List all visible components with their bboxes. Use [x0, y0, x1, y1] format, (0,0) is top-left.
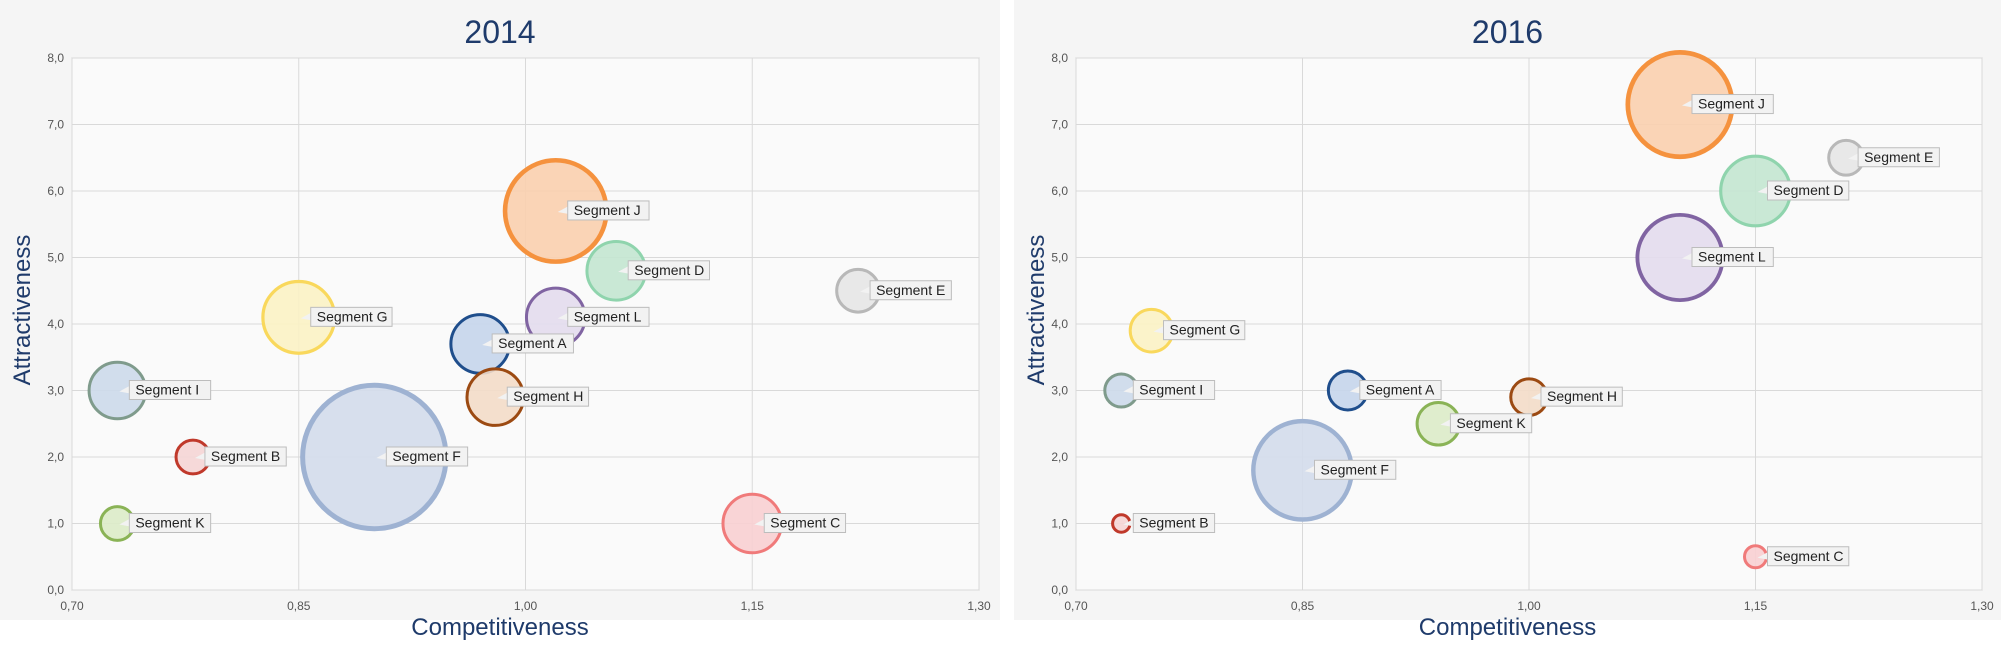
bubble-label-text: Segment H [513, 388, 583, 404]
y-tick-label: 2,0 [47, 450, 64, 464]
y-axis-title: Attractiveness [9, 234, 36, 386]
bubble-label-text: Segment K [135, 515, 205, 531]
bubble-label-segment-e: Segment E [860, 280, 952, 301]
bubble-label-text: Segment D [634, 262, 704, 278]
x-tick-label: 1,30 [1970, 599, 1994, 613]
bubble-label-segment-d: Segment D [618, 260, 711, 281]
bubble-label-segment-l: Segment L [1682, 247, 1774, 267]
bubble-label-text: Segment F [392, 448, 460, 464]
y-tick-label: 3,0 [1051, 384, 1068, 398]
bubble-label-text: Segment H [1547, 388, 1617, 404]
bubble-chart-2014: 0,0 1,0 2,0 3,0 4,0 5,0 6,0 7,0 8,0 0,70 0,85 1,00 1… [47, 51, 991, 613]
x-tick-label: 1,00 [514, 599, 538, 613]
bubble-label-text: Segment L [1698, 249, 1766, 265]
bubble-chart-2016: 0,0 1,0 2,0 3,0 4,0 5,0 6,0 7,0 8,0 0,70 0,85 1,00 1… [1051, 50, 1994, 613]
y-tick-label: 6,0 [1051, 184, 1068, 198]
bubble-label-text: Segment E [876, 282, 945, 298]
bubble-label-segment-f: Segment F [1304, 459, 1397, 480]
x-axis-title: Competitiveness [1418, 614, 1597, 641]
chart-panel-2016: 2016 0,0 1,0 2,0 3,0 4,0 5,0 6,0 7,0 8,0 0,70 0,85… [1014, 0, 2001, 641]
y-tick-label: 7,0 [1051, 118, 1068, 132]
bubble-label-segment-e: Segment E [1848, 147, 1940, 168]
bubble-label-text: Segment J [574, 202, 641, 218]
bubble-label-segment-d: Segment D [1757, 180, 1850, 201]
bubble-label-text: Segment G [1170, 322, 1241, 338]
bubble-label-segment-l: Segment L [557, 306, 650, 327]
bubble-label-segment-g: Segment G [1153, 320, 1246, 341]
x-axis-title: Competitiveness [411, 614, 589, 641]
bubble-label-text: Segment B [1139, 515, 1208, 531]
chart-title: 2016 [1471, 14, 1544, 50]
x-tick-label: 0,70 [1064, 599, 1088, 613]
y-tick-label: 8,0 [47, 51, 64, 65]
bubble-label-text: Segment G [317, 308, 388, 324]
bubble-label-segment-j: Segment J [1682, 94, 1774, 115]
y-tick-label: 5,0 [47, 251, 64, 265]
bubble-label-segment-b: Segment B [1123, 513, 1216, 533]
bubble-label-segment-c: Segment C [1757, 546, 1850, 567]
y-tick-label: 4,0 [1051, 317, 1068, 331]
bubble-label-text: Segment D [1774, 182, 1844, 198]
bubble-label-text: Segment B [211, 448, 280, 464]
bubble-label-segment-h: Segment H [1531, 386, 1623, 407]
y-tick-label: 7,0 [47, 118, 64, 132]
bubble-label-text: Segment F [1321, 461, 1389, 477]
y-tick-label: 4,0 [47, 317, 64, 331]
y-axis-title: Attractiveness [1023, 234, 1050, 386]
bubble-label-segment-k: Segment K [1440, 413, 1533, 434]
y-tick-label: 8,0 [1051, 51, 1068, 65]
bubble-label-segment-j: Segment J [557, 200, 650, 221]
bubble-label-segment-f: Segment F [376, 446, 469, 467]
bubble-label-text: Segment E [1864, 149, 1933, 165]
y-tick-label: 3,0 [47, 384, 64, 398]
bubble-label-text: Segment L [574, 308, 642, 324]
bubble-label-segment-a: Segment A [1349, 380, 1442, 400]
bubble-label-text: Segment A [1366, 382, 1435, 398]
x-tick-label: 0,85 [287, 599, 311, 613]
bubble-label-text: Segment C [770, 515, 840, 531]
y-tick-label: 1,0 [47, 517, 64, 531]
y-tick-label: 6,0 [47, 184, 64, 198]
bubble-label-text: Segment K [1456, 415, 1526, 431]
x-tick-label: 1,15 [1744, 599, 1768, 613]
y-tick-label: 1,0 [1051, 517, 1068, 531]
bubble-label-segment-g: Segment G [300, 306, 393, 327]
chart-title: 2014 [464, 14, 536, 50]
bubble-label-text: Segment C [1774, 548, 1844, 564]
bubble-label-segment-i: Segment I [119, 380, 212, 400]
x-tick-label: 1,00 [1517, 599, 1541, 613]
bubble-label-segment-b: Segment B [194, 446, 287, 467]
bubble-label-segment-c: Segment C [754, 513, 847, 533]
bubble-label-text: Segment J [1698, 96, 1765, 112]
x-tick-label: 1,15 [741, 599, 765, 613]
bubble-label-text: Segment A [498, 335, 567, 351]
y-tick-label: 0,0 [47, 583, 64, 597]
y-tick-label: 2,0 [1051, 450, 1068, 464]
bubble-label-segment-h: Segment H [497, 386, 590, 407]
x-tick-label: 1,30 [967, 599, 991, 613]
bubble-label-segment-k: Segment K [119, 513, 212, 533]
x-tick-label: 0,85 [1291, 599, 1315, 613]
bubble-label-text: Segment I [135, 382, 199, 398]
bubble-label-text: Segment I [1139, 382, 1203, 398]
y-tick-label: 0,0 [1051, 583, 1068, 597]
x-tick-label: 0,70 [60, 599, 84, 613]
y-tick-label: 5,0 [1051, 251, 1068, 265]
bubble-label-segment-a: Segment A [482, 333, 574, 354]
chart-panel-2014: 2014 0,0 1,0 2,0 3,0 4,0 5,0 6,0 7,0 8,0 0,70 0,85… [0, 0, 1000, 641]
bubble-label-segment-i: Segment I [1123, 380, 1216, 400]
